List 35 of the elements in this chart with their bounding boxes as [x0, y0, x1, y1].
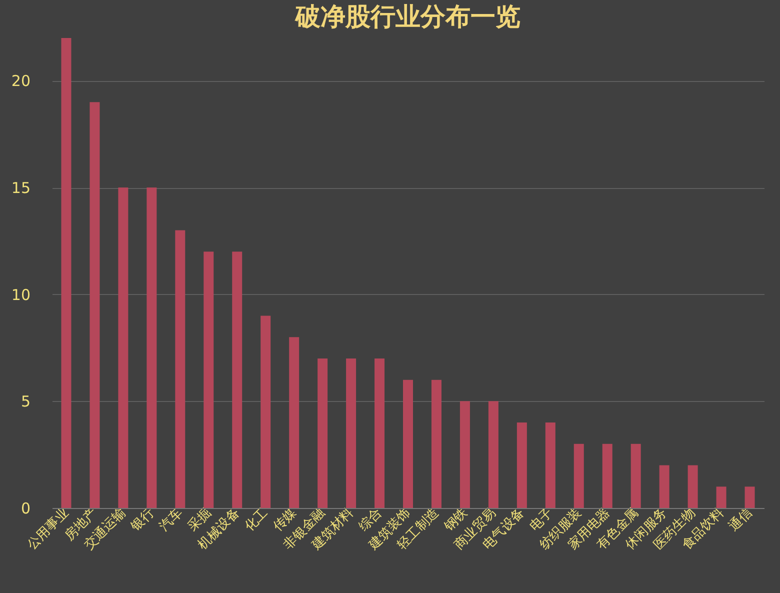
- x-tick-label: 通信: [726, 506, 756, 535]
- bar: [346, 358, 356, 508]
- bar: [688, 465, 698, 508]
- bar: [175, 230, 186, 508]
- bar: [118, 188, 128, 508]
- chart-title: 破净股行业分布一览: [294, 2, 520, 31]
- bar: [659, 465, 670, 508]
- x-tick-label: 汽车: [156, 506, 186, 535]
- bar: [232, 252, 242, 508]
- x-tick-label: 化工: [242, 506, 272, 535]
- bar: [431, 380, 442, 508]
- bar: [90, 102, 100, 508]
- bar: [61, 38, 72, 508]
- bar: [289, 337, 300, 508]
- y-tick-label: 15: [11, 179, 30, 198]
- y-tick-label: 5: [20, 392, 30, 411]
- bar: [204, 252, 214, 508]
- bar: [403, 380, 413, 508]
- bar: [574, 444, 584, 508]
- bar: [318, 358, 328, 508]
- bar: [602, 444, 612, 508]
- bar: [630, 444, 641, 508]
- y-tick-label: 0: [20, 500, 30, 518]
- y-tick-label: 20: [11, 72, 30, 90]
- bar: [716, 486, 726, 508]
- bar: [488, 401, 498, 508]
- x-tick-label: 银行: [128, 506, 158, 536]
- bar: [516, 422, 527, 508]
- bar: [260, 316, 271, 508]
- y-tick-label: 10: [11, 286, 30, 304]
- bar: [460, 401, 470, 508]
- bar: [545, 422, 556, 508]
- bar: [374, 358, 385, 508]
- bar: [744, 486, 755, 508]
- bar: [146, 188, 157, 508]
